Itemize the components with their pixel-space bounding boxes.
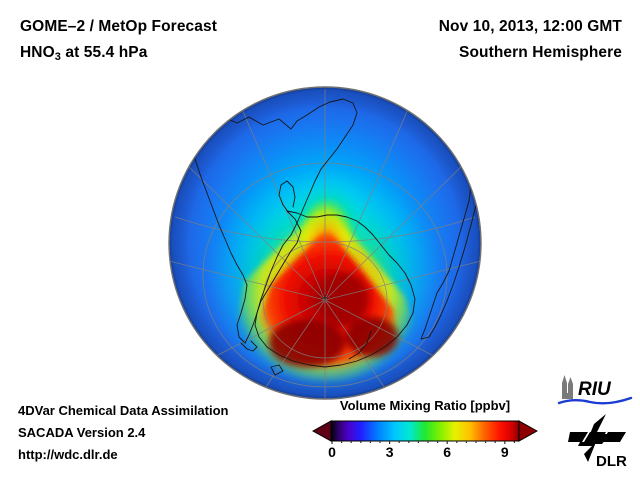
coastline-south-america — [192, 98, 358, 344]
coastline-south-pole-marker — [321, 294, 329, 302]
coastline-antarctic-peninsula — [278, 180, 296, 214]
riu-logo-text: RIU — [578, 379, 612, 400]
datetime-label: Nov 10, 2013, 12:00 GMT — [438, 18, 622, 35]
riu-logo: RIU — [557, 375, 633, 405]
version-label: SACADA Version 2.4 — [18, 425, 146, 440]
colorbar-tick-labels: 0 3 6 9 — [311, 444, 539, 464]
species-pressure-title: HNO3 at 55.4 hPa — [20, 40, 217, 67]
coastline-antarctica — [254, 210, 416, 368]
coastline-falklands — [270, 364, 284, 376]
dlr-mark-icon — [568, 414, 626, 462]
colorbar-tick-3: 3 — [385, 444, 394, 460]
colorbar-extend-high — [518, 420, 539, 442]
colorbar-tick-0: 0 — [328, 444, 336, 460]
header-right-block: Nov 10, 2013, 12:00 GMT Southern Hemisph… — [439, 14, 622, 66]
globe-data-field — [169, 87, 481, 399]
dlr-logo-text: DLR — [596, 453, 627, 470]
species-name: HNO — [20, 44, 55, 61]
colorbar-tick-6: 6 — [443, 444, 452, 460]
instrument-title: GOME–2 / MetOp Forecast — [20, 18, 217, 35]
globe-map — [167, 85, 483, 401]
riu-wave-icon — [557, 396, 633, 405]
globe-outline — [168, 86, 482, 400]
colorbar-bar — [330, 420, 520, 442]
coastline-ross-sea-inlet — [348, 330, 372, 360]
colorbar-ticks — [331, 441, 515, 444]
dlr-logo: DLR — [568, 414, 627, 470]
colorbar-tick-9: 9 — [500, 444, 509, 460]
coastline-tierra-del-fuego — [240, 340, 258, 352]
species-subscript: 3 — [54, 51, 61, 63]
region-label: Southern Hemisphere — [459, 44, 622, 61]
colorbar: Volume Mixing Ratio [ppbv] — [311, 398, 539, 464]
colorbar-extend-low — [311, 420, 332, 442]
website-url[interactable]: http://wdc.dlr.de — [18, 447, 118, 462]
riu-tower-icon — [562, 375, 573, 399]
header-left-block: GOME–2 / MetOp Forecast HNO3 at 55.4 hPa — [20, 14, 217, 67]
pressure-level: at 55.4 hPa — [60, 44, 148, 61]
colorbar-gradient — [311, 420, 539, 444]
colorbar-title: Volume Mixing Ratio [ppbv] — [339, 398, 511, 413]
footer-left-block: 4DVar Chemical Data Assimilation SACADA … — [18, 400, 229, 466]
method-label: 4DVar Chemical Data Assimilation — [18, 403, 229, 418]
